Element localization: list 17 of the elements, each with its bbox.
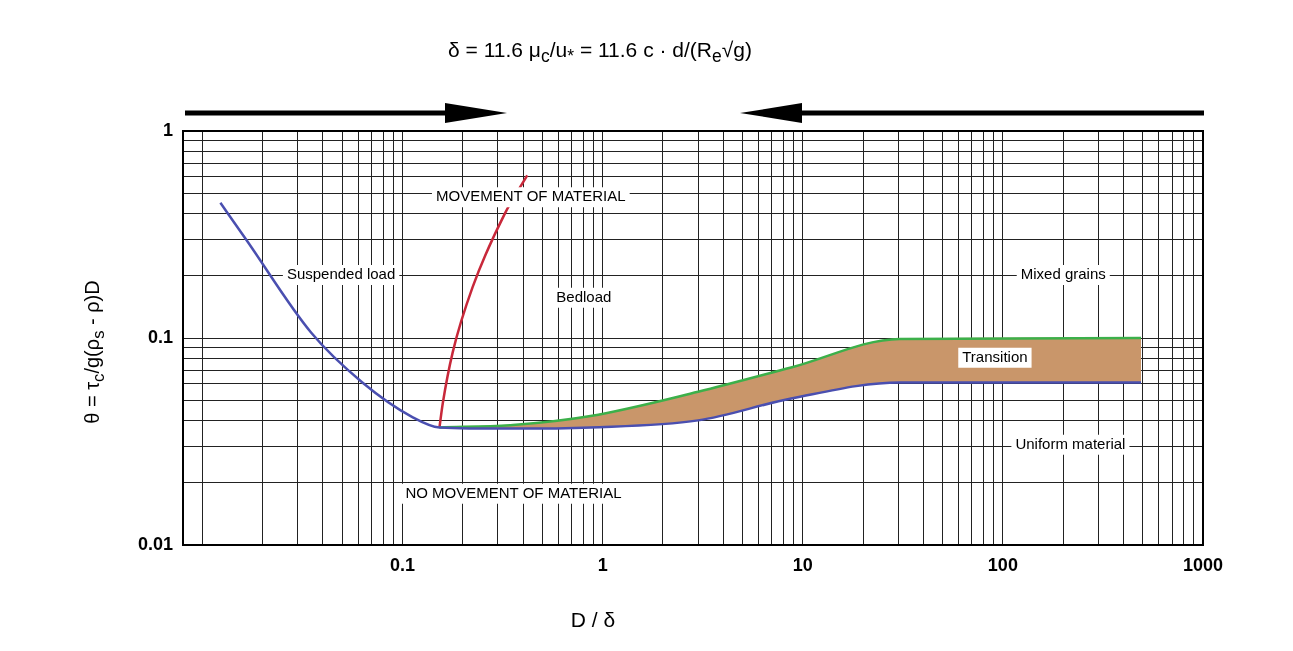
x-tick-label: 1000: [1182, 554, 1224, 575]
x-tick-label: 1: [597, 554, 608, 575]
x-axis-title: D / δ: [569, 608, 617, 632]
y-tick-label: 1: [162, 119, 173, 140]
chart-title: δ = 11.6 μ$_{c}$/u$_{*}$ = 11.6 c · d/(R$_{e}$√g): [447, 38, 753, 68]
annotation: Suspended load: [286, 265, 396, 283]
annotation: MOVEMENT OF MATERIAL: [436, 187, 626, 205]
x-tick-label: 10: [792, 554, 813, 575]
x-tick-label: 100: [987, 554, 1018, 575]
x-tick-label: 0.1: [390, 554, 416, 575]
y-tick-label: 0.1: [147, 326, 173, 347]
annotation: Uniform material: [1015, 434, 1126, 452]
annotation: NO MOVEMENT OF MATERIAL: [405, 483, 622, 501]
annotation: Bedload: [556, 287, 612, 305]
y-tick-label: 0.01: [137, 533, 173, 554]
annotation: Transition: [962, 348, 1028, 366]
annotation: Mixed grains: [1020, 265, 1106, 283]
